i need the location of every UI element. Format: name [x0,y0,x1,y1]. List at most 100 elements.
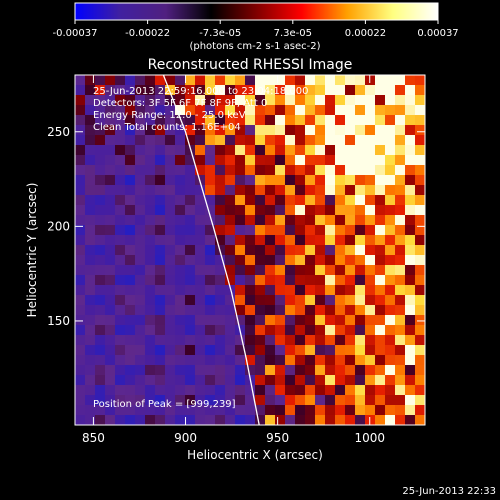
heatmap-cell [275,115,285,125]
heatmap-cell [305,135,315,145]
heatmap-cell [375,305,385,315]
heatmap-cell [395,175,405,185]
heatmap-cell [395,185,405,195]
heatmap-cell [205,85,215,95]
heatmap-cell [255,335,265,345]
heatmap-cell [185,75,195,85]
heatmap-cell [175,75,185,85]
heatmap-cell [315,325,325,335]
heatmap-cell [225,275,235,285]
heatmap-cell [105,365,115,375]
heatmap-cell [215,155,225,165]
heatmap-cell [275,305,285,315]
heatmap-cell [205,115,215,125]
heatmap-cell [105,335,115,345]
heatmap-cell [315,305,325,315]
heatmap-cell [335,205,345,215]
heatmap-cell [205,295,215,305]
heatmap-cell [405,415,415,425]
heatmap-cell [405,275,415,285]
heatmap-cell [335,405,345,415]
heatmap-cell [225,305,235,315]
heatmap-cell [395,395,405,405]
heatmap-cell [265,335,275,345]
heatmap-cell [305,365,315,375]
heatmap-cell [335,415,345,425]
heatmap-cell [265,135,275,145]
heatmap-cell [105,375,115,385]
heatmap-cell [375,295,385,305]
heatmap-cell [195,195,205,205]
heatmap-cell [175,325,185,335]
heatmap-cell [375,245,385,255]
heatmap-cell [125,365,135,375]
heatmap-cell [255,75,265,85]
heatmap-cell [275,225,285,235]
heatmap-cell [295,365,305,375]
heatmap-cell [365,195,375,205]
heatmap-cell [225,235,235,245]
heatmap-cell [415,225,425,235]
heatmap-cell [125,405,135,415]
heatmap-cell [115,175,125,185]
heatmap-cell [185,135,195,145]
heatmap-cell [135,155,145,165]
heatmap-cell [395,315,405,325]
heatmap-cell [155,375,165,385]
heatmap-cell [115,315,125,325]
heatmap-cell [195,255,205,265]
heatmap-cell [225,115,235,125]
heatmap-cell [325,315,335,325]
heatmap-cell [295,375,305,385]
heatmap-cell [415,345,425,355]
heatmap-cell [395,115,405,125]
heatmap-cell [145,155,155,165]
heatmap-cell [415,195,425,205]
heatmap-cell [265,145,275,155]
heatmap-cell [405,75,415,85]
heatmap-cell [135,185,145,195]
heatmap-cell [385,335,395,345]
heatmap-cell [345,175,355,185]
heatmap-cell [185,105,195,115]
heatmap-cell [175,105,185,115]
heatmap-cell [395,355,405,365]
heatmap-cell [125,145,135,155]
heatmap-cell [125,115,135,125]
heatmap-cell [225,175,235,185]
heatmap-cell [245,395,255,405]
heatmap-cell [275,275,285,285]
heatmap-cell [135,285,145,295]
heatmap-cell [265,165,275,175]
heatmap-cell [265,355,275,365]
heatmap-cell [365,205,375,215]
heatmap-cell [215,345,225,355]
heatmap-cell [245,365,255,375]
heatmap-cell [325,285,335,295]
heatmap-cell [85,345,95,355]
heatmap-cell [345,85,355,95]
heatmap-cell [275,235,285,245]
heatmap-cell [225,255,235,265]
heatmap-cell [75,305,85,315]
chart-title: Reconstructed RHESSI Image [148,57,353,73]
heatmap-cell [405,85,415,95]
heatmap-cell [145,255,155,265]
heatmap-cell [205,195,215,205]
heatmap-cell [345,355,355,365]
heatmap-cell [165,295,175,305]
heatmap-cell [395,255,405,265]
heatmap-cell [395,245,405,255]
heatmap-cell [95,235,105,245]
heatmap-cell [355,225,365,235]
heatmap-cell [255,415,265,425]
heatmap-cell [275,135,285,145]
heatmap-cell [85,305,95,315]
heatmap-cell [125,275,135,285]
heatmap-cell [255,305,265,315]
heatmap-cell [255,195,265,205]
heatmap-cell [315,385,325,395]
heatmap-cell [105,345,115,355]
heatmap-cell [145,265,155,275]
heatmap-cell [175,115,185,125]
